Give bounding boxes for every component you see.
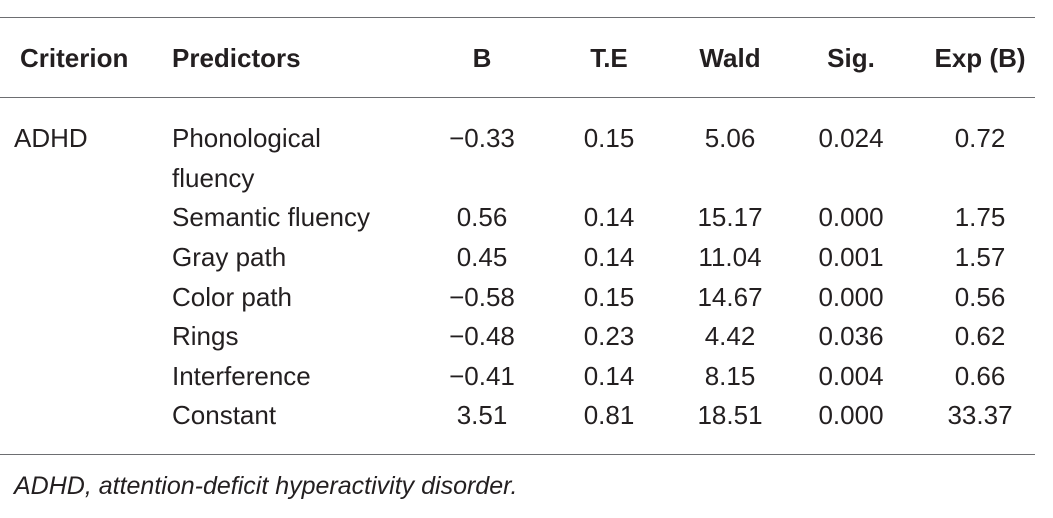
expb-cell: 33.37 [947,400,1013,430]
wald-cell: 4.42 [704,321,756,351]
te-cell: 0.15 [583,123,635,153]
header-criterion: Criterion [20,43,129,73]
predictor-cell: Interference [172,361,311,391]
sig-cell: 0.000 [818,400,884,430]
expb-cell: 0.56 [954,282,1006,312]
b-cell: 3.51 [456,400,508,430]
expb-cell: 0.72 [954,123,1006,153]
b-cell: −0.41 [449,361,515,391]
te-cell: 0.23 [583,321,635,351]
predictor-cell: Rings [172,321,239,351]
sig-cell: 0.036 [818,321,884,351]
te-cell: 0.15 [583,282,635,312]
predictor-cell: Semantic fluency [172,202,370,232]
expb-cell: 0.62 [954,321,1006,351]
table-header-rule [0,97,1035,98]
table-top-rule [0,17,1035,18]
header-wald: Wald [699,43,761,73]
wald-cell: 15.17 [697,202,763,232]
predictor-cell: Constant [172,400,277,430]
wald-cell: 11.04 [698,242,762,272]
header-te: T.E [590,43,628,73]
te-cell: 0.14 [583,242,635,272]
header-sig: Sig. [827,43,875,73]
sig-cell: 0.000 [818,282,884,312]
b-cell: 0.45 [456,242,508,272]
table-bottom-rule [0,454,1035,455]
predictor-cell: Color path [172,282,292,312]
wald-cell: 8.15 [704,361,756,391]
wald-cell: 5.06 [704,123,756,153]
sig-cell: 0.024 [818,123,884,153]
table-footnote: ADHD, attention-deficit hyperactivity di… [14,472,518,500]
b-cell: −0.58 [449,282,515,312]
header-expb: Exp (B) [934,43,1026,73]
criterion-cell: ADHD [14,123,88,153]
te-cell: 0.14 [583,361,635,391]
wald-cell: 14.67 [697,282,763,312]
predictor-cell: Gray path [172,242,287,272]
te-cell: 0.14 [583,202,635,232]
te-cell: 0.81 [583,400,635,430]
sig-cell: 0.001 [818,242,884,272]
expb-cell: 0.66 [954,361,1006,391]
b-cell: −0.33 [449,123,515,153]
predictor-cell: Phonological [172,123,321,153]
b-cell: 0.56 [456,202,508,232]
sig-cell: 0.000 [818,202,884,232]
header-b: B [472,43,492,73]
expb-cell: 1.57 [954,242,1006,272]
wald-cell: 18.51 [697,400,763,430]
expb-cell: 1.75 [954,202,1006,232]
b-cell: −0.48 [449,321,515,351]
predictor-cell-continued: fluency [172,163,255,193]
sig-cell: 0.004 [818,361,884,391]
header-predictors: Predictors [172,43,301,73]
